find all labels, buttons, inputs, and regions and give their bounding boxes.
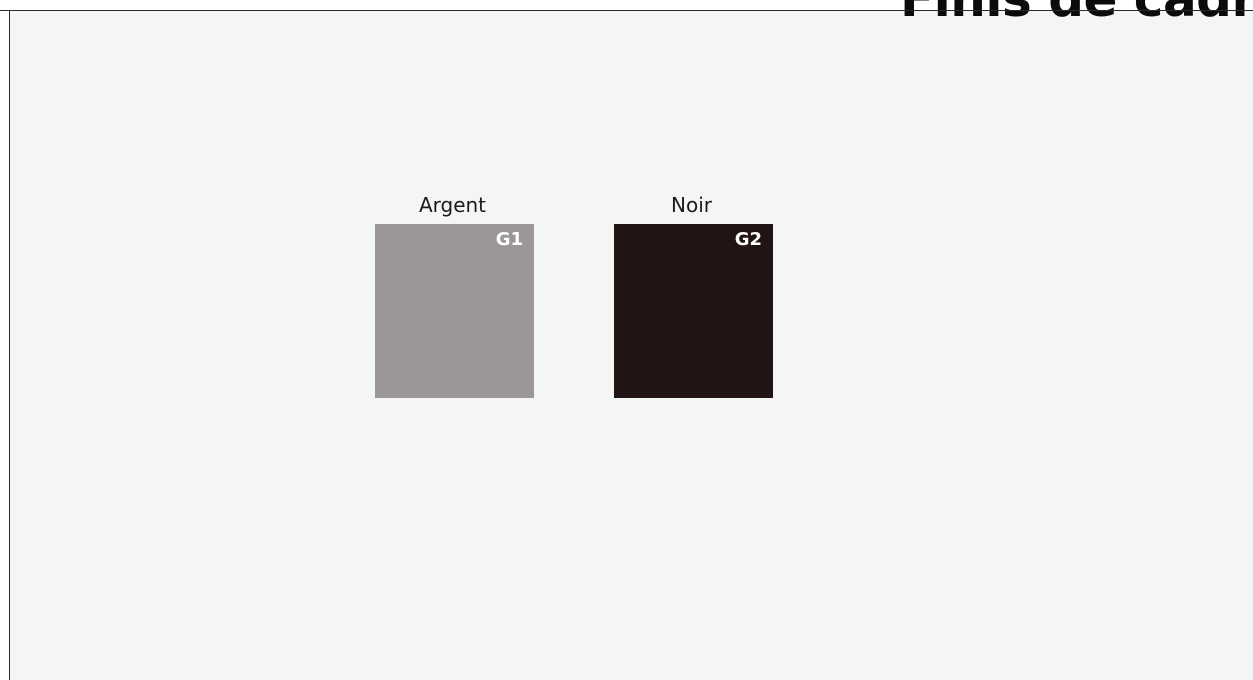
swatch-label: Noir (671, 193, 712, 217)
swatch-code: G2 (734, 229, 762, 250)
page-title: Finis de cadre (900, 0, 1253, 29)
swatch-group-argent: Argent G1 (375, 191, 534, 398)
header-rule (0, 10, 1253, 11)
swatch-group-noir: Noir G2 (614, 191, 773, 398)
color-swatch: G2 (614, 224, 773, 398)
swatch-code: G1 (495, 229, 523, 250)
swatch-label: Argent (418, 193, 487, 217)
color-swatch: G1 (375, 224, 534, 398)
